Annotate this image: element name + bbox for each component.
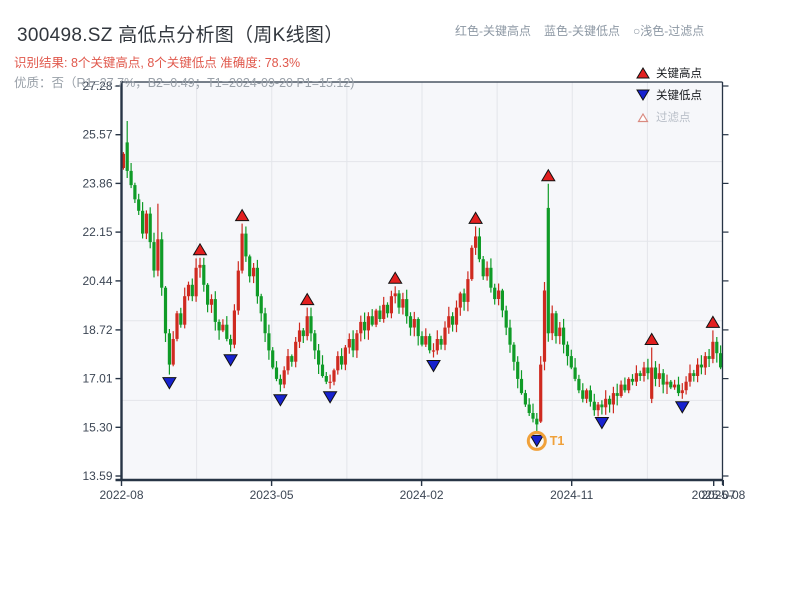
candlesticks bbox=[121, 121, 723, 433]
gridlines bbox=[121, 82, 723, 480]
blue-down-triangle-icon bbox=[636, 89, 650, 101]
svg-text:15.30: 15.30 bbox=[82, 420, 112, 434]
svg-text:17.01: 17.01 bbox=[82, 372, 112, 386]
legend-label-filtered: 过滤点 bbox=[656, 112, 691, 124]
svg-text:25.57: 25.57 bbox=[82, 128, 112, 142]
legend-row-key-low: 关键低点 bbox=[636, 84, 702, 106]
svg-text:2023-05: 2023-05 bbox=[250, 488, 294, 502]
svg-text:2022-08: 2022-08 bbox=[99, 488, 143, 502]
x-axis-labels: 2022-08 2023-05 2024-02 2024-11 2025-072025-… bbox=[99, 488, 745, 502]
legend-label-key-high: 关键高点 bbox=[656, 68, 702, 80]
red-up-triangle-icon bbox=[636, 67, 650, 79]
svg-text:2025-07: 2025-07 bbox=[692, 488, 736, 502]
legend-row-filtered: 过滤点 bbox=[636, 106, 702, 128]
svg-text:18.72: 18.72 bbox=[82, 323, 112, 337]
y-axis-labels: 27.28 25.57 23.86 22.15 20.44 18.72 17.01 15.30… bbox=[82, 79, 112, 483]
legend-label-key-low: 关键低点 bbox=[656, 90, 702, 102]
svg-text:2024-11: 2024-11 bbox=[550, 488, 593, 502]
svg-text:2024-02: 2024-02 bbox=[400, 488, 444, 502]
key-low-markers bbox=[162, 354, 690, 448]
top-legend-item-low: 蓝色-关键低点 bbox=[544, 24, 620, 38]
axes-spines bbox=[115, 81, 729, 486]
page-title: 300498.SZ 高低点分析图（周K线图） bbox=[17, 25, 344, 46]
legend-row-key-high: 关键高点 bbox=[636, 62, 702, 84]
svg-text:22.15: 22.15 bbox=[82, 225, 112, 239]
recognition-result: 识别结果: 8个关键高点, 8个关键低点 准确度: 78.3% bbox=[14, 56, 301, 70]
key-high-markers bbox=[192, 168, 721, 345]
svg-text:27.28: 27.28 bbox=[82, 79, 112, 93]
t1-label: T1 bbox=[550, 434, 565, 448]
svg-text:23.86: 23.86 bbox=[82, 176, 112, 190]
open-triangle-icon bbox=[636, 111, 650, 123]
svg-text:2025-08: 2025-08 bbox=[701, 488, 745, 502]
quality-line: 优质：否（R1=27.7%，B2=0.49；T1=2024-09-20 P1=1… bbox=[14, 76, 355, 90]
svg-text:13.59: 13.59 bbox=[82, 469, 112, 483]
t1-annotation: T1 bbox=[526, 430, 565, 451]
top-legend-item-high: 红色-关键高点 bbox=[455, 24, 531, 38]
top-legend-item-filtered: ○浅色-过滤点 bbox=[633, 24, 705, 38]
plot-legend: 关键高点 关键低点 过滤点 bbox=[636, 62, 702, 128]
svg-text:20.44: 20.44 bbox=[82, 274, 112, 288]
top-legend: 红色-关键高点 蓝色-关键低点 ○浅色-过滤点 bbox=[455, 22, 735, 39]
